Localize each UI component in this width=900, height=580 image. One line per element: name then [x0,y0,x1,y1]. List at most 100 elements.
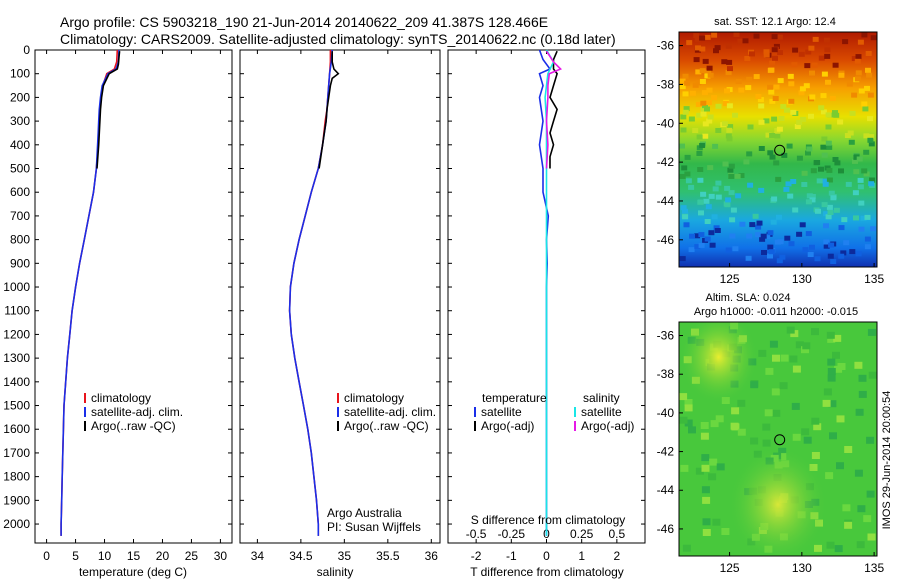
sst-pixel [767,253,773,259]
sst-pixel [827,253,834,259]
sst-pixel [704,219,711,224]
sst-pixel [832,157,839,162]
sst-pixel [767,244,774,250]
sst-pixel [849,110,856,116]
sst-pixel [763,52,770,58]
sst-pixel [863,171,870,177]
salinity-difference-axis: -0.5 -0.25 0 0.25 0.5 [466,527,626,541]
sst-pixel [744,56,751,61]
series-line-satellite-adj-clim- [288,49,333,536]
sst-pixel [788,98,795,104]
sst-pixel [700,111,707,117]
sst-pixel [722,161,729,167]
y-tick-label: 900 [10,256,30,270]
sst-pixel [825,124,832,130]
sst-pixel [682,73,689,79]
sst-pixel [809,70,815,76]
sst-pixel [826,144,833,150]
sst-pixel [787,193,794,199]
lat-tick-label: -38 [657,367,675,381]
legend-title-salinity: salinity [583,391,620,405]
sst-pixel [704,34,711,40]
legend-title-temperature: temperature [482,391,547,405]
sst-pixel [777,78,784,84]
sst-pixel [684,154,691,160]
sst-pixel [812,36,819,42]
lat-tick-label: -40 [657,406,675,420]
sst-pixel [856,156,863,162]
salinity-x-axis: 34 34.5 35 35.5 36 [251,50,439,563]
salinity-series [288,49,340,536]
sst-pixel [783,186,790,192]
sst-pixel [868,141,875,147]
sst-pixel [809,197,816,203]
legend-label-satellite: satellite-adj. clim. [344,405,436,419]
sst-pixel [808,45,815,51]
sst-pixel [818,105,825,111]
sst-pixel [857,39,864,45]
sst-pixel [853,169,860,175]
y-tick-label: 500 [10,162,30,176]
sst-pixel [799,222,806,228]
sst-pixel [679,143,685,149]
sst-pixel [830,195,837,201]
top-x-tick-label: 0.25 [570,527,594,541]
sst-pixel [767,84,774,90]
sst-map-title: sat. SST: 12.1 Argo: 12.4 [714,16,836,28]
sst-pixel [758,103,765,109]
sst-pixel [705,100,712,105]
argo-location-marker [774,434,786,446]
difference-panel: -2 -1 0 1 2 -0.5 -0.25 0 0.25 0.5 T difference f… [447,49,646,579]
sst-pixel [772,55,778,61]
sst-pixel [869,177,876,183]
sst-pixel [820,109,827,115]
sst-pixel [752,213,759,219]
sst-pixel [861,32,868,38]
sst-pixel [832,62,839,68]
sst-pixel [701,90,708,96]
sst-pixel [853,154,860,160]
salinity-axes-frame [239,49,441,544]
sst-pixel [709,242,716,248]
x-tick-label: 36 [425,549,439,563]
sst-pixel [712,143,719,149]
sst-pixel [763,49,770,55]
sst-map-lat-axis: -36 -38 -40 -42 -44 -46 [657,39,683,247]
sst-pixel [769,133,776,138]
sst-pixel [704,73,711,79]
legend-label-sal-argo: Argo(-adj) [581,419,634,433]
sst-pixel [776,258,783,264]
sst-pixel [796,120,803,125]
sst-pixel [852,190,859,196]
sst-pixel [696,134,703,140]
sst-pixel [682,214,689,220]
sst-pixel [693,33,700,39]
sst-pixel [813,160,820,166]
sst-pixel [760,233,767,239]
sst-pixel [803,83,810,89]
sla-blob-south [679,322,877,556]
lon-tick-label: 135 [864,272,884,286]
sst-pixel [822,178,829,184]
sst-pixel [838,72,845,78]
x-tick-label: 0 [543,549,550,563]
sst-pixel [771,196,778,202]
y-tick-label: 1300 [3,351,30,365]
y-tick-label: 1000 [3,280,30,294]
lat-tick-label: -44 [657,483,675,497]
series-line-satellite-adj-clim- [60,49,120,536]
sst-pixel [825,214,832,220]
y-tick-label: 2000 [3,517,30,531]
sst-pixel [697,199,704,205]
sst-pixel [679,256,686,262]
sst-pixel [758,146,765,151]
sst-pixel [699,46,706,52]
sst-pixel [708,193,715,199]
lon-tick-label: 135 [864,561,884,575]
sst-pixel [868,181,875,187]
sst-pixel [862,106,869,112]
sst-pixel [868,134,875,140]
x-tick-label: 15 [127,549,141,563]
lat-tick-label: -42 [657,155,675,169]
sst-pixel [771,47,778,53]
